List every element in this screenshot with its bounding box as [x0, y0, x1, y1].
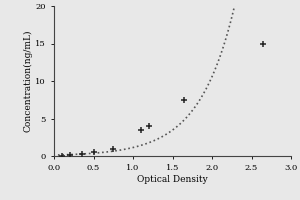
- Y-axis label: Concentration(ng/mL): Concentration(ng/mL): [23, 30, 32, 132]
- X-axis label: Optical Density: Optical Density: [137, 175, 208, 184]
